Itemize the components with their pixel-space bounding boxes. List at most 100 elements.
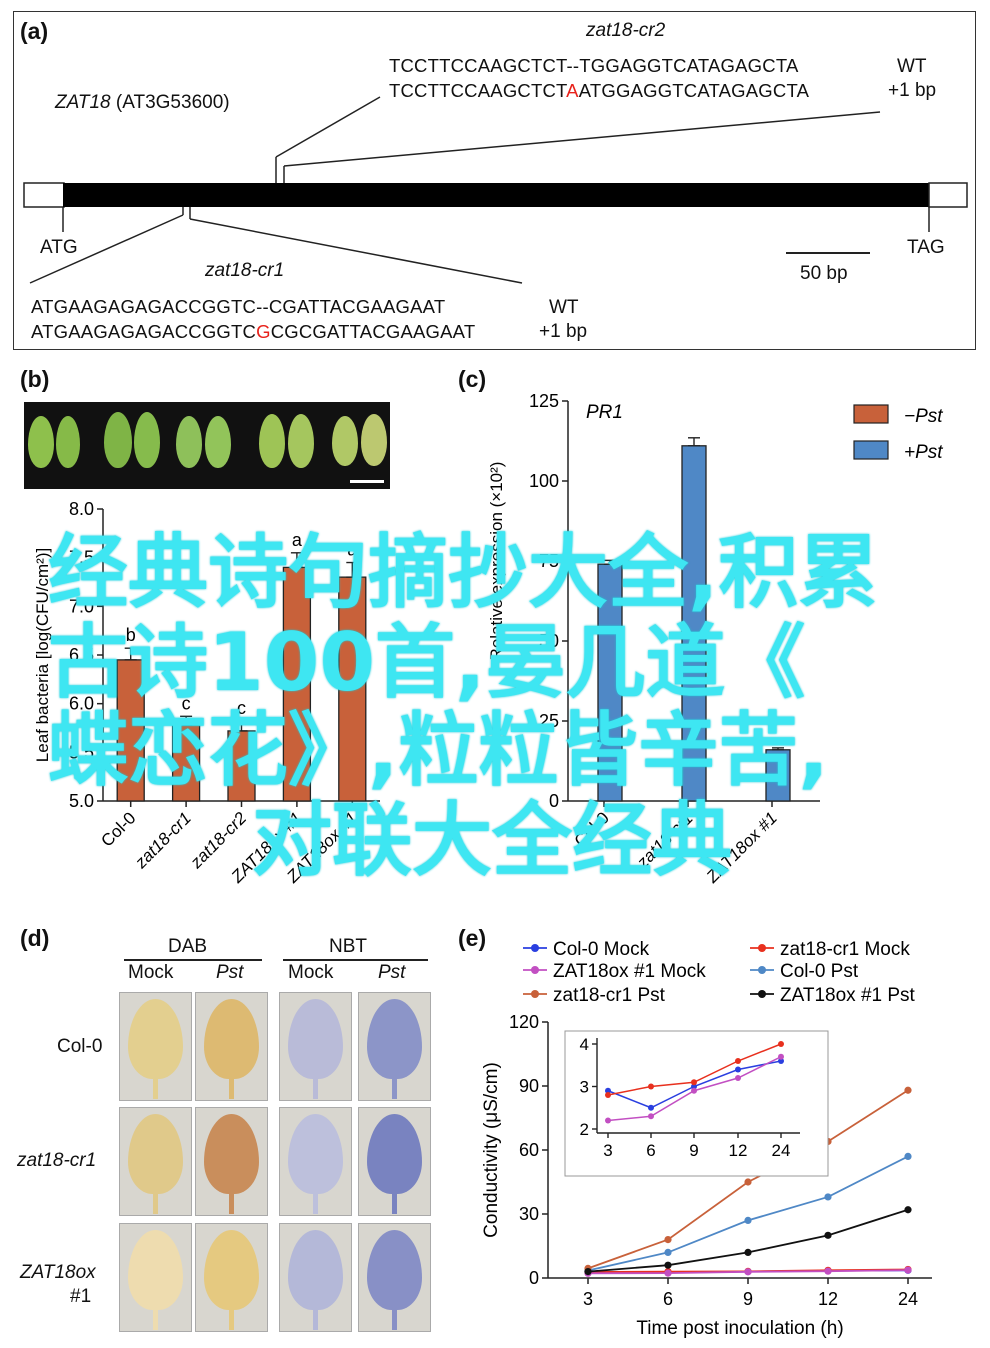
utr-left — [23, 182, 65, 208]
leaf-shape — [367, 1230, 422, 1310]
leaf-image — [56, 416, 80, 468]
y-tick-label: 6.5 — [69, 645, 94, 665]
chart-pr1: 0 25 50 75 100 125 Relative expression (×10²) P… — [487, 391, 943, 887]
leaf-petiole — [392, 1073, 397, 1099]
data-point — [584, 1268, 592, 1276]
cr1-wt-label: WT — [549, 297, 579, 318]
inset-data-point — [605, 1087, 611, 1094]
y-tick-label: 0 — [529, 1268, 539, 1288]
cr2-wt-label: WT — [897, 56, 927, 77]
leaf-image — [205, 416, 231, 468]
y-axis-label: Relative expression (×10²) — [487, 462, 506, 661]
data-point — [744, 1178, 752, 1186]
data-point — [904, 1086, 912, 1094]
leaf-petiole — [153, 1188, 158, 1214]
cr2-title: zat18-cr2 — [586, 20, 666, 41]
col-header: Pst — [216, 962, 244, 983]
inset-x-tick-label: 12 — [729, 1141, 748, 1160]
stained-leaf-image — [279, 1223, 352, 1332]
inset-data-point — [648, 1104, 654, 1111]
data-point — [664, 1236, 672, 1244]
x-tick-label: 3 — [583, 1289, 593, 1309]
data-point — [824, 1193, 832, 1201]
stained-leaf-image — [195, 1223, 268, 1332]
leaf-petiole — [313, 1188, 318, 1214]
inset-data-point — [691, 1087, 697, 1094]
watermark-line: 经典诗句摘抄大全,积累 — [48, 526, 879, 619]
legend-label: ZAT18ox #1 Mock — [553, 961, 706, 982]
significance-letter: a — [347, 540, 358, 560]
stained-leaf-image — [195, 992, 268, 1101]
panel-a — [13, 11, 976, 350]
y-tick-label: 50 — [539, 631, 559, 651]
inset-x-tick-label: 6 — [646, 1141, 655, 1160]
stained-leaf-image — [279, 992, 352, 1101]
leaf-image — [104, 412, 132, 468]
panel-b-label: (b) — [20, 366, 50, 392]
leaf-petiole — [392, 1188, 397, 1214]
legend-swatch — [853, 404, 889, 424]
legend-label: Col-0 Mock — [553, 939, 650, 960]
inset-data-point — [735, 1066, 741, 1073]
leaf-shape — [288, 1230, 343, 1310]
leaf-shape — [367, 1114, 422, 1194]
leaf-shape — [204, 999, 259, 1079]
y-tick-label: 120 — [509, 1012, 539, 1032]
bar — [116, 659, 145, 802]
significance-letter: c — [237, 698, 246, 718]
col-header: Mock — [128, 962, 174, 983]
scale-bar-label: 50 bp — [800, 263, 848, 284]
significance-letter: b — [126, 625, 136, 645]
data-point — [664, 1269, 672, 1277]
watermark-line: 蝶恋花》,粒粒皆辛苦, — [48, 704, 829, 797]
legend-marker — [758, 944, 766, 952]
stained-leaf-image — [119, 1107, 192, 1216]
y-tick-label: 75 — [539, 551, 559, 571]
panel-a-label: (a) — [20, 18, 49, 44]
x-tick-label: 24 — [898, 1289, 918, 1309]
leaf-image — [134, 412, 160, 468]
leaf-shape — [288, 1114, 343, 1194]
leaf-image — [259, 414, 285, 468]
y-tick-label: 30 — [519, 1204, 539, 1224]
inset-data-point — [735, 1058, 741, 1064]
inset-data-point — [778, 1058, 784, 1064]
watermark-line: 对联大全经典 — [252, 794, 732, 887]
inset-y-tick-label: 2 — [580, 1120, 589, 1139]
stain-dab: DAB — [168, 936, 208, 957]
leaf-petiole — [153, 1073, 158, 1099]
y-tick-label: 5.0 — [69, 791, 94, 811]
data-point — [744, 1268, 752, 1276]
panel-c-label: (c) — [458, 366, 487, 392]
legend-label: zat18-cr1 Mock — [780, 939, 910, 960]
panel-d-label: (d) — [20, 925, 50, 951]
y-axis-label: Leaf bacteria [log(CFU/cm²)] — [33, 548, 52, 762]
gene-name: ZAT18 (AT3G53600) — [55, 92, 230, 113]
inset-data-point — [691, 1083, 697, 1090]
leaf-petiole — [153, 1304, 158, 1330]
inset-frame — [564, 1030, 829, 1177]
gene-model — [23, 96, 968, 284]
stained-leaf-image — [358, 1107, 431, 1216]
y-tick-label: 100 — [529, 471, 559, 491]
stain-nbt: NBT — [329, 936, 367, 957]
cr1-title: zat18-cr1 — [205, 260, 285, 281]
nbt-divider — [283, 959, 428, 961]
leaf-image — [28, 416, 54, 468]
bar — [681, 445, 707, 802]
stained-leaf-image — [358, 992, 431, 1101]
x-tick-label: Col-0 — [97, 808, 139, 850]
leaf-shape — [204, 1114, 259, 1194]
legend-marker — [758, 966, 766, 974]
inset-data-point — [605, 1092, 611, 1098]
x-tick-label: 12 — [818, 1289, 838, 1309]
y-tick-label: 90 — [519, 1076, 539, 1096]
data-point — [664, 1248, 672, 1256]
y-tick-label: 6.0 — [69, 694, 94, 714]
legend-label: +Pst — [904, 442, 943, 463]
leaf-shape — [367, 999, 422, 1079]
watermark-line: 古诗100首,晏几道《 — [48, 616, 806, 709]
cr2-wt-sequence: TCCTTCCAAGCTCT--TGGAGGTCATAGAGCTA — [389, 55, 799, 76]
significance-letter: a — [292, 530, 303, 550]
cr2-mut-sequence: TCCTTCCAAGCTCTAATGGAGGTCATAGAGCTA — [389, 80, 810, 101]
